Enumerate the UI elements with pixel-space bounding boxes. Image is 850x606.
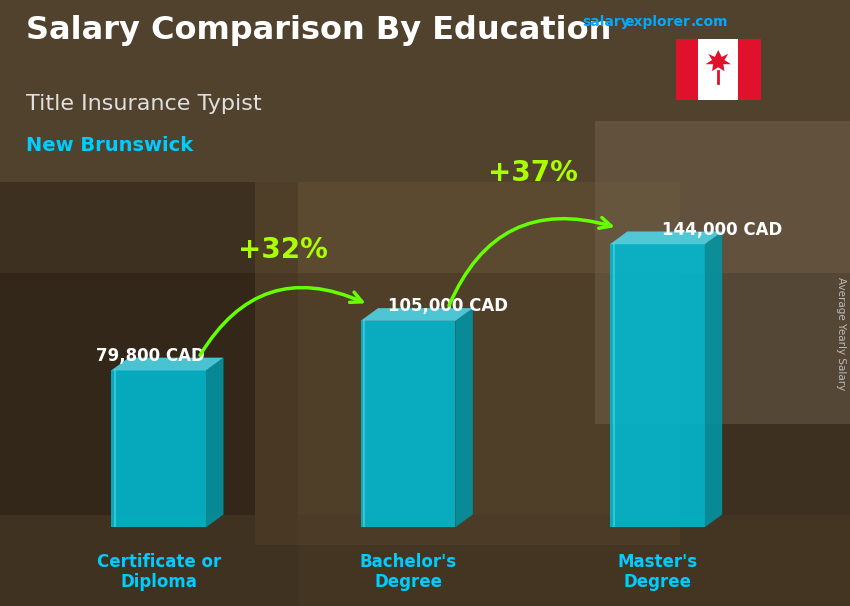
Text: New Brunswick: New Brunswick	[26, 136, 193, 155]
Text: Average Yearly Salary: Average Yearly Salary	[836, 277, 846, 390]
Polygon shape	[610, 244, 705, 527]
Bar	[738, 39, 761, 100]
Text: Certificate or
Diploma: Certificate or Diploma	[97, 553, 221, 591]
Polygon shape	[456, 308, 473, 527]
Text: 79,800 CAD: 79,800 CAD	[96, 347, 205, 365]
Bar	[676, 39, 699, 100]
Text: +37%: +37%	[488, 159, 578, 187]
Polygon shape	[610, 231, 722, 244]
Text: Title Insurance Typist: Title Insurance Typist	[26, 94, 261, 114]
Text: 144,000 CAD: 144,000 CAD	[662, 221, 783, 239]
Text: +32%: +32%	[238, 236, 328, 264]
Polygon shape	[206, 358, 224, 527]
Polygon shape	[706, 50, 731, 72]
Text: salary: salary	[582, 15, 630, 29]
Text: explorer: explorer	[625, 15, 690, 29]
Text: Master's
Degree: Master's Degree	[617, 553, 697, 591]
Bar	[0, 515, 850, 606]
Polygon shape	[360, 321, 456, 527]
Bar	[595, 121, 850, 424]
Polygon shape	[111, 370, 206, 527]
Text: Salary Comparison By Education: Salary Comparison By Education	[26, 15, 611, 46]
Text: Bachelor's
Degree: Bachelor's Degree	[360, 553, 456, 591]
Bar	[255, 182, 680, 545]
Text: .com: .com	[690, 15, 728, 29]
Polygon shape	[360, 308, 473, 321]
Text: 105,000 CAD: 105,000 CAD	[388, 298, 508, 315]
Bar	[0, 182, 298, 606]
Polygon shape	[111, 358, 224, 370]
Polygon shape	[705, 231, 722, 527]
Bar	[0, 0, 850, 273]
